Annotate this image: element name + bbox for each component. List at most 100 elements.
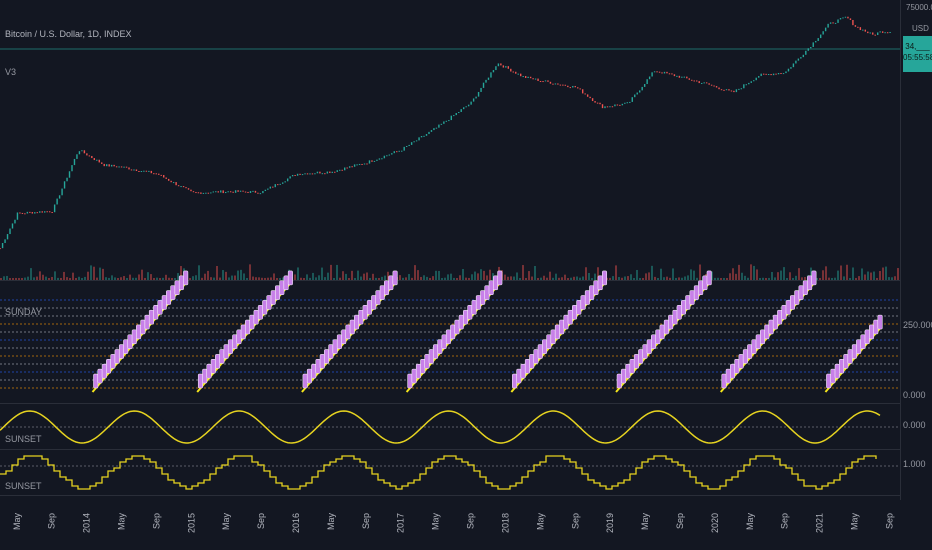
time-axis-label[interactable]: May	[849, 513, 859, 531]
sunday-bar	[384, 280, 390, 295]
time-axis-label[interactable]: May	[640, 513, 650, 531]
sunday-bar	[420, 359, 426, 374]
volume-bar	[126, 278, 128, 280]
volume-bar	[366, 272, 368, 280]
volume-bar	[3, 276, 5, 280]
time-axis-label[interactable]: May	[12, 513, 22, 531]
price-candle	[790, 67, 792, 69]
price-candle	[510, 68, 512, 72]
time-axis-label[interactable]: 2016	[291, 513, 301, 533]
time-axis-label[interactable]: May	[326, 513, 336, 531]
volume-bar	[207, 270, 209, 280]
price-candle	[780, 72, 782, 74]
price-candle	[239, 190, 242, 192]
time-axis-label[interactable]: 2021	[815, 513, 825, 533]
sunday-bar	[424, 354, 430, 369]
sunday-bar	[742, 349, 748, 364]
time-axis-label[interactable]: Sep	[466, 513, 476, 529]
sunday-bar	[354, 314, 360, 330]
price-candle	[329, 171, 331, 173]
currency-label[interactable]: USD	[912, 24, 929, 33]
price-candle	[601, 104, 604, 109]
study-label[interactable]: V3	[5, 67, 17, 77]
sunday-bar	[642, 344, 648, 359]
price-candle	[886, 32, 889, 34]
sunday-bar	[407, 373, 413, 389]
price-candle	[577, 87, 579, 89]
volume-bar	[72, 272, 74, 280]
price-candle	[257, 192, 259, 194]
price-candle	[599, 102, 601, 105]
sunday-pane-title[interactable]: SUNDAY	[5, 307, 42, 317]
volume-bar	[738, 264, 740, 280]
price-candle	[616, 104, 619, 106]
price-candle	[581, 89, 584, 94]
volume-bar	[432, 276, 434, 280]
price-candle	[624, 102, 626, 104]
price-candle	[264, 189, 267, 192]
time-axis-label[interactable]: Sep	[47, 513, 57, 529]
volume-bar	[450, 273, 452, 280]
volume-bar	[195, 275, 197, 280]
time-axis-label[interactable]: 2017	[396, 513, 406, 533]
time-axis-label[interactable]: Sep	[151, 513, 161, 529]
price-candle	[472, 98, 475, 102]
price-candle	[41, 211, 43, 213]
time-axis-label[interactable]: Sep	[361, 513, 371, 529]
sine1-pane-title[interactable]: SUNSET	[5, 434, 42, 444]
volume-bar	[561, 277, 563, 280]
time-axis-label[interactable]: Sep	[256, 513, 266, 529]
time-axis-label[interactable]: Sep	[570, 513, 580, 529]
time-axis-label[interactable]: 2020	[710, 513, 720, 533]
price-candle	[373, 160, 376, 162]
sunday-bar	[580, 295, 586, 310]
time-axis-label[interactable]: May	[431, 513, 441, 531]
volume-bar	[741, 272, 743, 280]
volume-bar	[471, 274, 473, 280]
volume-bar	[864, 274, 866, 280]
time-axis-label[interactable]: 2019	[605, 513, 615, 533]
time-axis-label[interactable]: Sep	[675, 513, 685, 529]
time-axis-label[interactable]: May	[221, 513, 231, 531]
volume-bar	[714, 277, 716, 280]
sine2-pane-title[interactable]: SUNSET	[5, 481, 42, 491]
time-axis-label[interactable]: May	[117, 513, 127, 531]
time-axis-label[interactable]: Sep	[780, 513, 790, 529]
price-candle	[346, 167, 348, 169]
volume-bar	[315, 277, 317, 280]
price-candle	[363, 163, 366, 165]
price-candle	[123, 166, 125, 168]
time-axis-label[interactable]: 2014	[82, 513, 92, 533]
sunday-bar	[93, 373, 99, 389]
volume-bar	[489, 269, 491, 280]
sunday-bar	[811, 270, 817, 286]
price-candle	[691, 79, 693, 81]
time-axis-label[interactable]: 2015	[186, 513, 196, 533]
volume-bar	[552, 277, 554, 280]
symbol-title[interactable]: Bitcoin / U.S. Dollar, 1D, INDEX	[5, 29, 132, 39]
volume-bar	[435, 270, 437, 280]
time-axis-label[interactable]: May	[745, 513, 755, 531]
price-candle	[567, 85, 569, 88]
sunday-bar	[345, 324, 351, 340]
volume-bar	[237, 270, 239, 280]
time-axis-label[interactable]: Sep	[884, 513, 894, 529]
price-candle	[671, 73, 673, 75]
price-candle	[857, 26, 859, 28]
price-candle	[552, 83, 554, 85]
volume-bar	[570, 277, 572, 280]
price-candle	[398, 150, 400, 152]
volume-bar	[84, 276, 86, 280]
volume-bar	[198, 265, 200, 280]
price-candle	[517, 73, 519, 75]
price-candle	[874, 34, 876, 36]
price-candle	[859, 27, 862, 31]
price-candle	[368, 160, 371, 164]
volume-bar	[168, 277, 170, 280]
time-axis-label[interactable]: May	[535, 513, 545, 531]
time-axis-label[interactable]: 2018	[500, 513, 510, 533]
sunday-bar	[123, 339, 129, 354]
sunday-bar	[751, 339, 757, 354]
